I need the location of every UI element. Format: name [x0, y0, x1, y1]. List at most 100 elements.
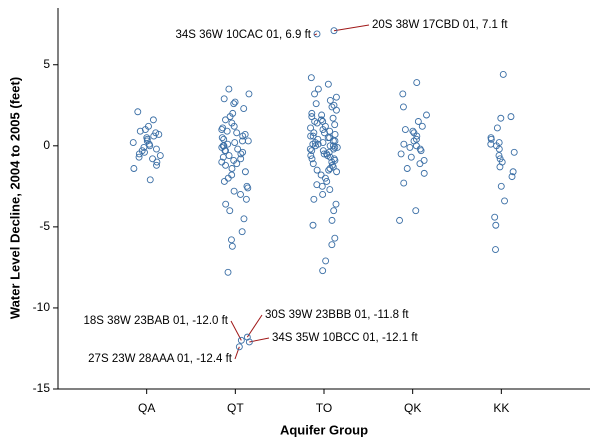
- data-point: [241, 168, 249, 176]
- data-point: [230, 100, 238, 108]
- data-point: [508, 173, 516, 181]
- data-point: [311, 90, 318, 98]
- annotation-leader: [230, 320, 242, 341]
- data-point: [491, 213, 499, 221]
- data-point: [400, 179, 408, 187]
- data-point: [332, 93, 340, 101]
- data-point: [237, 150, 245, 158]
- data-point: [244, 184, 252, 192]
- data-point: [313, 166, 321, 174]
- annotated-point: [245, 338, 253, 346]
- data-point: [220, 135, 228, 143]
- annotation-label: 18S 38W 23BAB 01, -12.0 ft: [84, 315, 229, 327]
- data-point: [222, 116, 229, 124]
- data-point: [134, 108, 142, 116]
- data-point: [319, 139, 327, 147]
- data-point: [487, 135, 495, 143]
- data-point: [156, 152, 164, 159]
- data-point: [219, 153, 227, 161]
- data-point: [231, 98, 239, 106]
- data-point: [234, 145, 242, 153]
- data-point: [219, 124, 227, 132]
- data-point: [329, 142, 337, 150]
- data-point: [150, 132, 158, 140]
- data-point: [328, 158, 336, 166]
- data-point: [317, 171, 325, 179]
- data-point: [406, 143, 414, 151]
- data-point: [329, 163, 337, 171]
- data-point: [495, 145, 503, 153]
- data-point: [493, 124, 501, 132]
- data-point: [412, 207, 420, 215]
- data-point: [325, 166, 333, 174]
- data-point: [326, 134, 334, 142]
- data-point: [401, 126, 409, 134]
- data-point: [218, 134, 226, 142]
- data-point: [233, 160, 241, 168]
- data-point: [309, 140, 317, 148]
- data-point: [420, 156, 428, 164]
- data-point: [317, 116, 325, 124]
- data-point: [497, 182, 505, 190]
- annotation-leader: [246, 314, 263, 338]
- data-point: [309, 160, 317, 168]
- data-point: [510, 148, 518, 156]
- y-tick-label: -5: [39, 219, 50, 233]
- data-point: [308, 109, 316, 117]
- data-point: [418, 122, 426, 130]
- data-point: [135, 153, 143, 161]
- data-point: [400, 140, 408, 148]
- annotated-point: [313, 30, 321, 38]
- data-point: [224, 140, 232, 148]
- data-point: [331, 121, 339, 129]
- data-point: [240, 105, 248, 112]
- data-point: [496, 163, 504, 171]
- data-point: [324, 152, 331, 159]
- data-point: [326, 186, 334, 194]
- data-point: [423, 111, 430, 119]
- data-point: [307, 132, 315, 140]
- data-point: [414, 118, 422, 125]
- x-tick-label: QK: [404, 401, 421, 415]
- data-point: [231, 139, 239, 147]
- data-point: [135, 150, 143, 158]
- data-point: [507, 113, 515, 121]
- data-point: [223, 127, 231, 135]
- annotation-label: 20S 38W 17CBD 01, 7.1 ft: [372, 19, 508, 31]
- data-point: [309, 132, 317, 140]
- annotation-label: 30S 39W 23BBB 01, -11.8 ft: [265, 309, 409, 321]
- data-point: [220, 178, 228, 185]
- data-point: [244, 137, 252, 145]
- data-point: [141, 126, 149, 134]
- data-point: [323, 178, 331, 185]
- data-point: [130, 165, 138, 172]
- data-point: [230, 122, 238, 130]
- data-point: [412, 142, 420, 150]
- x-axis-title: Aquifer Group: [280, 422, 368, 437]
- data-point: [312, 100, 320, 108]
- data-point: [240, 215, 248, 223]
- data-point: [324, 80, 332, 88]
- data-point: [238, 228, 246, 236]
- data-point: [328, 216, 336, 224]
- data-point: [495, 152, 503, 159]
- annotation-label: 34S 35W 10BCC 01, -12.1 ft: [272, 332, 419, 344]
- data-point: [330, 101, 338, 109]
- data-point: [227, 236, 235, 244]
- data-point: [318, 182, 326, 190]
- data-point: [333, 168, 341, 176]
- annotated-point: [237, 336, 245, 344]
- data-point: [237, 190, 244, 198]
- data-point: [321, 174, 329, 182]
- annotation-label: 34S 36W 10CAC 01, 6.9 ft: [175, 29, 311, 41]
- data-point: [226, 207, 234, 215]
- data-point: [228, 171, 236, 179]
- data-point: [242, 195, 250, 203]
- data-point: [314, 85, 322, 93]
- data-point: [319, 126, 327, 134]
- x-tick-label: QA: [138, 401, 155, 415]
- data-point: [329, 114, 337, 122]
- data-point: [233, 129, 241, 137]
- data-point: [497, 114, 505, 122]
- x-tick-label: TO: [316, 401, 332, 415]
